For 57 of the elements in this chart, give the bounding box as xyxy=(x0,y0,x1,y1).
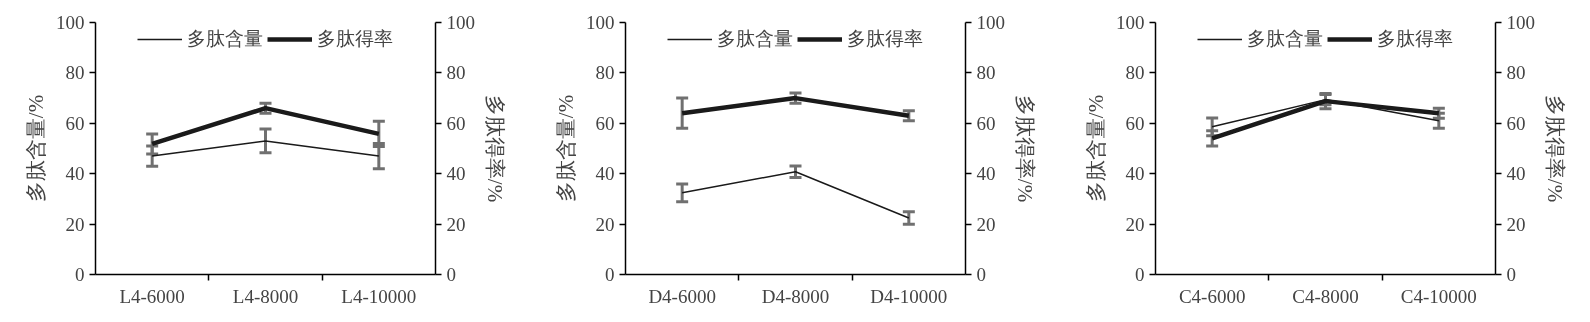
y-tick-label: 100 xyxy=(1116,12,1145,33)
legend-label: 多肽得率 xyxy=(1377,27,1453,51)
y2-tick-label: 40 xyxy=(446,163,466,185)
y-tick-label: 80 xyxy=(595,62,615,84)
y-tick-label: 40 xyxy=(65,163,85,185)
legend-label: 多肽含量 xyxy=(1247,27,1323,51)
y2-tick-label: 80 xyxy=(976,62,996,84)
y2-tick-label: 0 xyxy=(1506,264,1516,285)
y2-tick-label: 40 xyxy=(1506,163,1526,185)
y2-tick-label: 20 xyxy=(976,213,996,235)
y-tick-label: 40 xyxy=(595,163,615,185)
y-tick-label: 100 xyxy=(586,12,615,33)
y-axis-title: 多肽含量/% xyxy=(24,94,48,203)
y2-tick-label: 40 xyxy=(976,163,996,185)
x-tick-label: C4-6000 xyxy=(1178,285,1246,307)
y-axis-title: 多肽含量/% xyxy=(1084,94,1108,203)
y-tick-label: 20 xyxy=(1125,213,1145,235)
x-tick-label: D4-10000 xyxy=(870,285,948,307)
x-tick-label: L4-8000 xyxy=(232,285,299,307)
x-tick-label: C4-10000 xyxy=(1400,285,1477,307)
x-tick-label: L4-6000 xyxy=(119,285,185,307)
y-tick-label: 0 xyxy=(605,264,615,285)
y-tick-label: 0 xyxy=(75,264,85,285)
legend-label: 多肽含量 xyxy=(187,27,263,51)
y-tick-label: 40 xyxy=(1125,163,1145,185)
legend-label: 多肽得率 xyxy=(317,27,393,51)
legend-label: 多肽含量 xyxy=(717,27,793,51)
y2-tick-label: 60 xyxy=(1506,112,1526,134)
x-tick-label: D4-6000 xyxy=(648,285,716,307)
y2-tick-label: 20 xyxy=(446,213,466,235)
y2-tick-label: 0 xyxy=(976,264,986,285)
y2-tick-label: 80 xyxy=(446,62,466,84)
legend-label: 多肽得率 xyxy=(847,27,923,51)
y2-tick-label: 60 xyxy=(446,112,466,134)
y-tick-label: 60 xyxy=(595,112,615,134)
y2-tick-label: 100 xyxy=(1506,12,1535,33)
y-tick-label: 20 xyxy=(595,213,615,235)
y-axis-title: 多肽含量/% xyxy=(554,94,578,203)
x-tick-label: L4-10000 xyxy=(341,285,417,307)
y2-tick-label: 80 xyxy=(1506,62,1526,84)
y2-tick-label: 0 xyxy=(446,264,456,285)
y2-tick-label: 100 xyxy=(446,12,475,33)
y2-tick-label: 20 xyxy=(1506,213,1526,235)
y2-tick-label: 100 xyxy=(976,12,1005,33)
y-tick-label: 100 xyxy=(56,12,85,33)
x-tick-label: C4-8000 xyxy=(1292,285,1359,307)
y-tick-label: 80 xyxy=(1125,62,1145,84)
x-tick-label: D4-8000 xyxy=(761,285,830,307)
y-tick-label: 20 xyxy=(65,213,85,235)
y2-axis-title: 多肽得率/% xyxy=(1543,94,1567,203)
y-tick-label: 60 xyxy=(65,112,85,134)
y-tick-label: 60 xyxy=(1125,112,1145,134)
y2-axis-title: 多肽得率/% xyxy=(483,94,507,203)
y2-axis-title: 多肽得率/% xyxy=(1013,94,1037,203)
y2-tick-label: 60 xyxy=(976,112,996,134)
y-tick-label: 0 xyxy=(1135,264,1145,285)
y-tick-label: 80 xyxy=(65,62,85,84)
